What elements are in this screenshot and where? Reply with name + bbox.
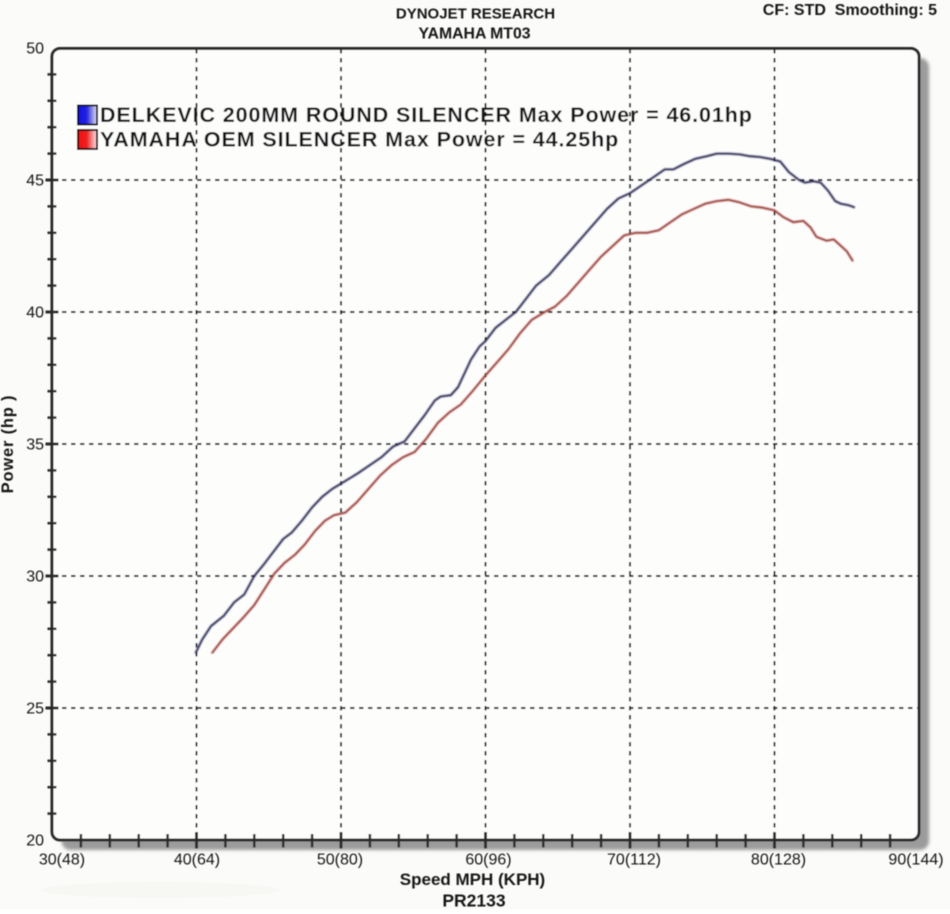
- svg-text:Power (hp ): Power (hp ): [0, 395, 17, 494]
- svg-text:YAMAHA MT03: YAMAHA MT03: [418, 26, 530, 43]
- svg-text:90(144): 90(144): [888, 852, 943, 869]
- svg-text:30: 30: [26, 569, 44, 586]
- svg-text:60(96): 60(96): [465, 852, 511, 869]
- svg-text:DELKEVIC 200MM ROUND SILENCER: DELKEVIC 200MM ROUND SILENCER Max Power …: [100, 103, 753, 127]
- svg-text:70(112): 70(112): [607, 852, 661, 869]
- svg-text:35: 35: [26, 437, 44, 454]
- svg-text:PR2133: PR2133: [442, 891, 506, 910]
- svg-text:30(48): 30(48): [39, 852, 85, 869]
- svg-text:25: 25: [26, 701, 44, 718]
- svg-text:40(64): 40(64): [174, 852, 220, 869]
- svg-text:CF: STD Smoothing: 5: CF: STD Smoothing: 5: [763, 2, 937, 19]
- svg-text:50: 50: [26, 41, 44, 58]
- svg-text:20: 20: [26, 833, 44, 850]
- svg-text:45: 45: [26, 173, 44, 190]
- svg-text:YAMAHA OEM SILENCER Max Power: YAMAHA OEM SILENCER Max Power = 44.25hp: [100, 128, 619, 152]
- svg-text:50(80): 50(80): [317, 852, 363, 869]
- svg-text:DYNOJET RESEARCH: DYNOJET RESEARCH: [396, 6, 555, 23]
- svg-text:40: 40: [26, 305, 44, 322]
- svg-text:80(128): 80(128): [751, 852, 806, 869]
- svg-text:Speed MPH (KPH): Speed MPH (KPH): [400, 870, 545, 889]
